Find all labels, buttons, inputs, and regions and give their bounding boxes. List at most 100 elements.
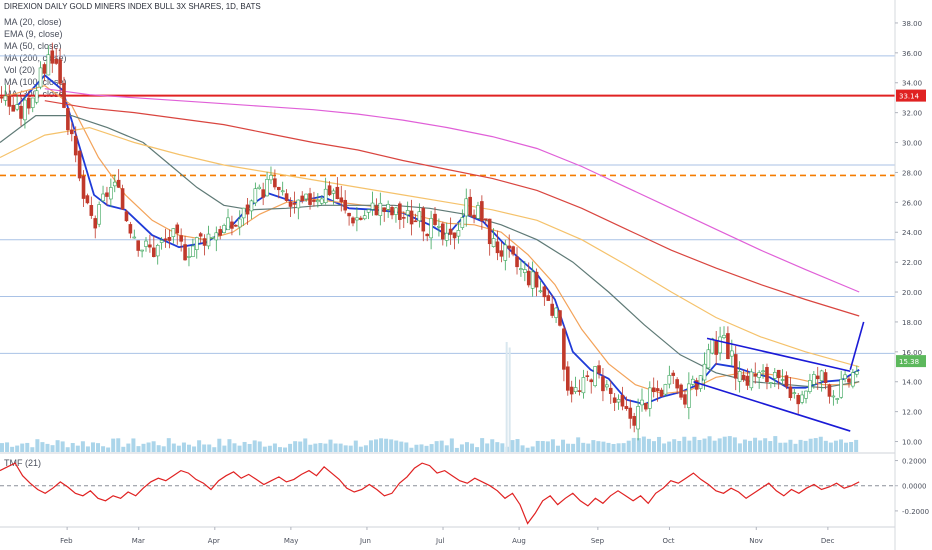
price-tick-label: 26.00 xyxy=(902,199,922,207)
volume-bar xyxy=(277,447,282,452)
candle-body xyxy=(722,334,726,339)
candle-body xyxy=(441,223,445,240)
candle-body xyxy=(706,349,711,369)
volume-bar xyxy=(763,438,768,452)
candle-body xyxy=(741,374,746,380)
candle-body xyxy=(132,236,137,239)
time-tick-label: Aug xyxy=(512,537,526,545)
legend-ma200[interactable]: MA (200, close) xyxy=(4,53,67,63)
candle-body xyxy=(792,392,797,394)
price-tick-label: 30.00 xyxy=(902,140,922,148)
volume-bar xyxy=(783,442,788,452)
candle-body xyxy=(605,384,609,388)
legend-ema9[interactable]: EMA (9, close) xyxy=(4,29,63,39)
candle-body xyxy=(581,377,586,394)
candle-body xyxy=(222,225,226,233)
price-axis: 38.00 36.00 34.00 32.00 30.00 28.00 26.00 24.00… xyxy=(894,0,932,550)
candle-body xyxy=(175,224,180,234)
candle-body xyxy=(733,354,738,379)
candle-body xyxy=(140,249,144,252)
candle-body xyxy=(77,150,82,179)
candle-body xyxy=(800,394,804,403)
volume-bar xyxy=(368,440,373,452)
candle-body xyxy=(421,207,426,232)
candle-body xyxy=(136,240,140,251)
time-tick-label: Feb xyxy=(60,537,73,545)
volume-bar xyxy=(252,440,257,452)
candle-body xyxy=(546,295,551,301)
candle-body xyxy=(698,375,703,389)
candle-body xyxy=(534,271,539,288)
candle-body xyxy=(753,374,758,377)
candle-body xyxy=(655,388,660,392)
tmf-tick-label: 0.2000 xyxy=(902,458,927,466)
volume-bar xyxy=(611,443,616,452)
candle-body xyxy=(46,54,51,76)
volume-bar xyxy=(20,443,25,452)
candle-body xyxy=(648,387,652,409)
volume-bar xyxy=(55,440,60,452)
volume-bar xyxy=(404,442,409,452)
candle-body xyxy=(843,374,847,379)
candle-body xyxy=(198,233,203,237)
candle-body xyxy=(757,372,761,378)
candle-body xyxy=(476,205,480,219)
candle-body xyxy=(589,379,594,383)
volume-bar xyxy=(267,445,272,452)
candle-body xyxy=(300,195,305,201)
trend-channel[interactable] xyxy=(693,321,865,432)
candle-body xyxy=(386,204,390,210)
volume-bar xyxy=(495,442,500,452)
volume-bar xyxy=(379,438,384,452)
volume-bar xyxy=(535,440,540,452)
volume-bar xyxy=(833,440,838,452)
volume-bar xyxy=(399,441,404,452)
legend-ma100[interactable]: MA (100, close) xyxy=(4,77,67,87)
legend-ma50[interactable]: MA (50, close) xyxy=(4,41,62,51)
candle-body xyxy=(417,211,422,222)
legend-ma20[interactable]: MA (20, close) xyxy=(4,17,62,27)
candle-body xyxy=(565,366,570,391)
candle-body xyxy=(460,217,465,228)
volume-bar xyxy=(202,444,207,452)
volume-bar xyxy=(732,437,737,452)
candle-body xyxy=(730,350,734,357)
candle-body xyxy=(366,209,371,213)
volume-bar xyxy=(247,443,252,452)
volume-bar xyxy=(176,445,181,452)
candle-body xyxy=(480,201,484,222)
candle-body xyxy=(50,50,55,64)
volume-bar xyxy=(151,441,156,452)
candle-body xyxy=(491,238,496,247)
candle-body xyxy=(835,398,840,400)
candle-body xyxy=(651,387,656,393)
breakout-arrow-line xyxy=(849,321,865,370)
volume-bar xyxy=(626,440,631,452)
volume-bar xyxy=(490,439,495,452)
volume-bar xyxy=(156,445,161,452)
volume-bar xyxy=(464,442,469,452)
volume-bar xyxy=(358,446,363,452)
candle-body xyxy=(851,372,855,387)
candle-body xyxy=(261,189,265,198)
legend-vol20[interactable]: Vol (20) xyxy=(4,65,36,75)
volume-bar xyxy=(778,442,783,452)
candlesticks[interactable] xyxy=(0,42,859,441)
volume-bar xyxy=(697,440,702,452)
volume-bar xyxy=(702,438,707,452)
candle-body xyxy=(663,384,668,395)
volume-bar xyxy=(419,444,424,452)
chart-title: DIREXION DAILY GOLD MINERS INDEX BULL 3X… xyxy=(4,2,261,11)
candle-body xyxy=(808,380,812,392)
candle-body xyxy=(241,207,246,219)
candle-body xyxy=(550,303,554,316)
candle-body xyxy=(245,204,250,215)
volume-bar xyxy=(581,442,586,452)
volume-bar xyxy=(106,447,111,452)
time-tick-label: Sep xyxy=(591,537,605,545)
volume-bar xyxy=(318,443,323,452)
candle-body xyxy=(382,207,387,212)
volume-bar xyxy=(283,447,288,452)
volume-bar xyxy=(454,447,459,452)
